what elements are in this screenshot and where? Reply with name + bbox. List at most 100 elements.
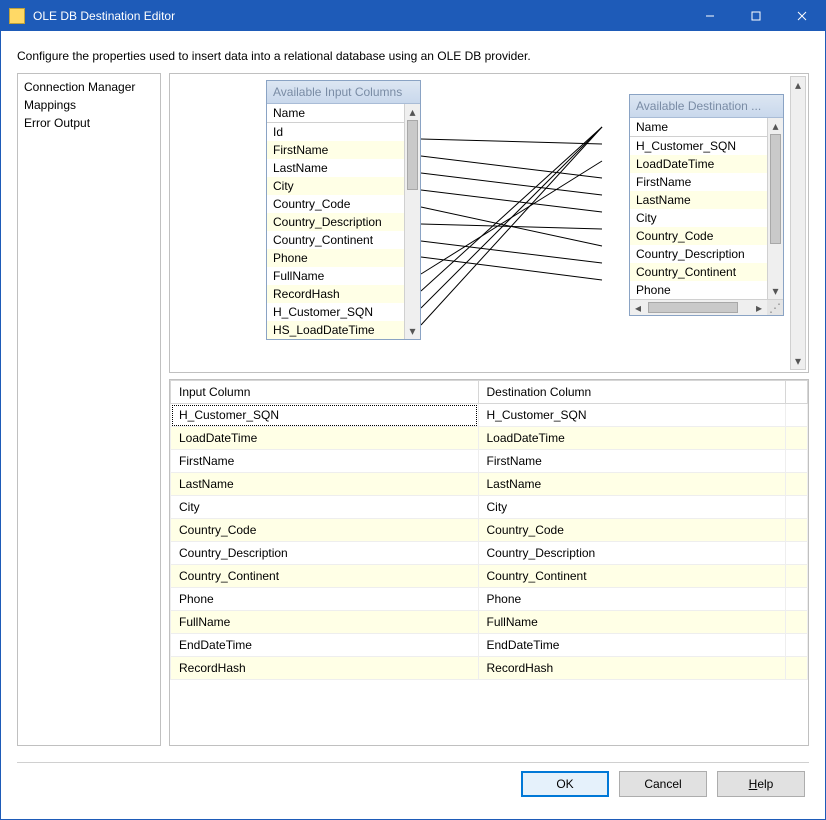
dest-column-item[interactable]: H_Customer_SQN [630,137,767,155]
dest-column-item[interactable]: City [630,209,767,227]
dest-columns-hscroll[interactable]: ◂ ▸ ⋰ [630,299,783,315]
grid-cell-destination[interactable]: Country_Description [478,542,786,565]
grid-cell-spacer [786,519,808,542]
grid-header-destination[interactable]: Destination Column [478,381,786,404]
table-row[interactable]: H_Customer_SQNH_Customer_SQN [171,404,808,427]
panel-scrollbar[interactable]: ▴ ▾ [790,76,806,370]
dest-column-item[interactable]: LoadDateTime [630,155,767,173]
input-column-item[interactable]: H_Customer_SQN [267,303,404,321]
grid-cell-input[interactable]: Phone [171,588,479,611]
table-row[interactable]: PhonePhone [171,588,808,611]
input-column-item[interactable]: Phone [267,249,404,267]
mapping-panel: Available Input Columns NameIdFirstNameL… [169,73,809,373]
input-column-item[interactable]: Id [267,123,404,141]
dest-columns-scrollbar[interactable]: ▴ ▾ [767,118,783,299]
input-column-item[interactable]: FirstName [267,141,404,159]
help-button[interactable]: Help [717,771,805,797]
table-row[interactable]: Country_CodeCountry_Code [171,519,808,542]
column-header: Name [630,118,767,137]
dest-column-item[interactable]: Country_Description [630,245,767,263]
grid-cell-destination[interactable]: FirstName [478,450,786,473]
grid-cell-destination[interactable]: Country_Code [478,519,786,542]
titlebar: OLE DB Destination Editor [1,1,825,31]
input-column-item[interactable]: FullName [267,267,404,285]
input-column-item[interactable]: City [267,177,404,195]
grid-cell-destination[interactable]: H_Customer_SQN [478,404,786,427]
cancel-button[interactable]: Cancel [619,771,707,797]
input-column-item[interactable]: Country_Description [267,213,404,231]
input-column-item[interactable]: Country_Continent [267,231,404,249]
close-button[interactable] [779,1,825,31]
grid-cell-destination[interactable]: FullName [478,611,786,634]
grid-cell-spacer [786,657,808,680]
scroll-left-icon[interactable]: ◂ [630,300,646,315]
scroll-down-icon[interactable]: ▾ [791,353,805,369]
dest-column-item[interactable]: Country_Continent [630,263,767,281]
grid-cell-destination[interactable]: City [478,496,786,519]
description-text: Configure the properties used to insert … [1,31,825,73]
dest-column-item[interactable]: FirstName [630,173,767,191]
input-column-item[interactable]: RecordHash [267,285,404,303]
dest-column-item[interactable]: Country_Code [630,227,767,245]
table-row[interactable]: Country_ContinentCountry_Continent [171,565,808,588]
scroll-thumb[interactable] [770,134,781,244]
grid-cell-input[interactable]: FirstName [171,450,479,473]
scroll-down-icon[interactable]: ▾ [405,323,420,339]
grid-cell-destination[interactable]: EndDateTime [478,634,786,657]
input-columns-list[interactable]: NameIdFirstNameLastNameCityCountry_CodeC… [267,104,404,339]
table-row[interactable]: LastNameLastName [171,473,808,496]
scroll-down-icon[interactable]: ▾ [768,283,783,299]
table-row[interactable]: RecordHashRecordHash [171,657,808,680]
grid-cell-spacer [786,404,808,427]
grid-cell-spacer [786,634,808,657]
scroll-up-icon[interactable]: ▴ [405,104,420,120]
grid-cell-destination[interactable]: Phone [478,588,786,611]
grid-cell-spacer [786,588,808,611]
grid-cell-input[interactable]: Country_Description [171,542,479,565]
scroll-thumb[interactable] [407,120,418,190]
input-columns-scrollbar[interactable]: ▴ ▾ [404,104,420,339]
table-row[interactable]: FullNameFullName [171,611,808,634]
content-area: Available Input Columns NameIdFirstNameL… [169,73,809,746]
grid-cell-destination[interactable]: Country_Continent [478,565,786,588]
table-row[interactable]: LoadDateTimeLoadDateTime [171,427,808,450]
scroll-right-icon[interactable]: ▸ [751,300,767,315]
sidebar-item-mappings[interactable]: Mappings [24,96,154,114]
window: OLE DB Destination Editor Configure the … [0,0,826,820]
grid-cell-input[interactable]: LastName [171,473,479,496]
grid-cell-spacer [786,565,808,588]
grid-cell-input[interactable]: RecordHash [171,657,479,680]
main-area: Connection Manager Mappings Error Output… [1,73,825,754]
table-row[interactable]: Country_DescriptionCountry_Description [171,542,808,565]
ok-button-label: OK [556,777,573,791]
grid-cell-input[interactable]: Country_Code [171,519,479,542]
grid-cell-destination[interactable]: LoadDateTime [478,427,786,450]
grid-cell-input[interactable]: FullName [171,611,479,634]
input-column-item[interactable]: Country_Code [267,195,404,213]
grid-cell-input[interactable]: H_Customer_SQN [171,404,479,427]
grid-cell-destination[interactable]: LastName [478,473,786,496]
table-row[interactable]: FirstNameFirstName [171,450,808,473]
grid-cell-input[interactable]: EndDateTime [171,634,479,657]
grid-header-input[interactable]: Input Column [171,381,479,404]
input-column-item[interactable]: LastName [267,159,404,177]
scroll-up-icon[interactable]: ▴ [791,77,805,93]
resize-grip-icon[interactable]: ⋰ [767,300,783,315]
minimize-button[interactable] [687,1,733,31]
sidebar-item-error-output[interactable]: Error Output [24,114,154,132]
grid-cell-input[interactable]: LoadDateTime [171,427,479,450]
maximize-button[interactable] [733,1,779,31]
grid-cell-input[interactable]: City [171,496,479,519]
grid-cell-input[interactable]: Country_Continent [171,565,479,588]
scroll-up-icon[interactable]: ▴ [768,118,783,134]
hscroll-thumb[interactable] [648,302,738,313]
grid-cell-destination[interactable]: RecordHash [478,657,786,680]
dest-columns-list[interactable]: NameH_Customer_SQNLoadDateTimeFirstNameL… [630,118,767,299]
dest-column-item[interactable]: LastName [630,191,767,209]
ok-button[interactable]: OK [521,771,609,797]
table-row[interactable]: CityCity [171,496,808,519]
table-row[interactable]: EndDateTimeEndDateTime [171,634,808,657]
input-column-item[interactable]: HS_LoadDateTime [267,321,404,339]
dest-column-item[interactable]: Phone [630,281,767,299]
sidebar-item-connection-manager[interactable]: Connection Manager [24,78,154,96]
